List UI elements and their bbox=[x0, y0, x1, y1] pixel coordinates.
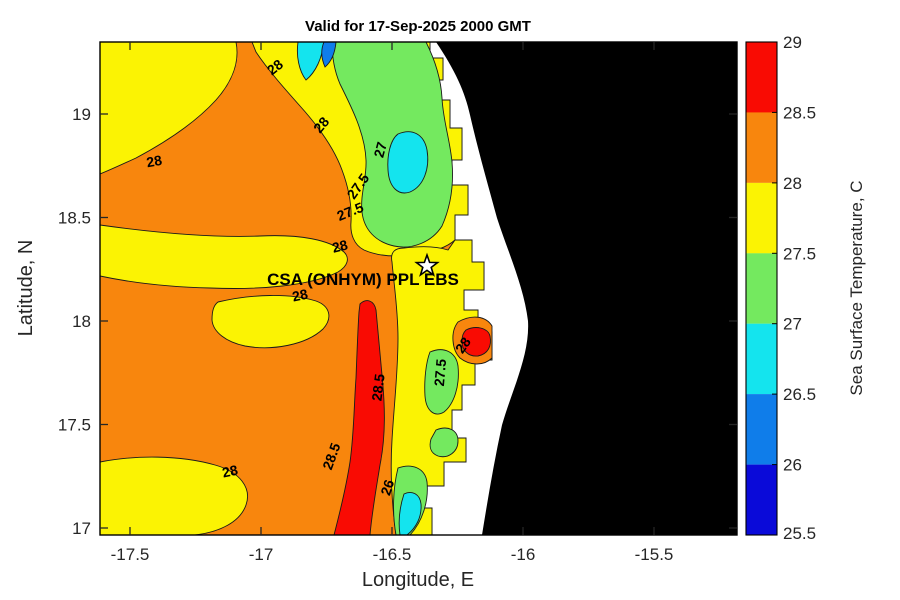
x-tick: -16 bbox=[511, 545, 536, 564]
y-tick: 18 bbox=[72, 312, 91, 331]
plot-frame bbox=[99, 41, 738, 536]
colorbar-band bbox=[746, 253, 777, 324]
sst-band-green-low-coastal bbox=[429, 427, 459, 458]
colorbar-tick: 28 bbox=[783, 174, 802, 193]
contour-label: 26 bbox=[377, 477, 397, 497]
sst-band-cyan-pocket bbox=[387, 131, 429, 194]
sst-band-red-coastal-core bbox=[461, 327, 491, 357]
axis-ticks bbox=[100, 42, 737, 535]
colorbar-border bbox=[745, 41, 778, 536]
colorbar: 29 28.5 28 27.5 27 26.5 26 25.5 Sea Surf… bbox=[745, 33, 866, 543]
colorbar-band bbox=[746, 42, 777, 113]
x-tick: -17 bbox=[249, 545, 274, 564]
sst-band-yellow-topleft bbox=[100, 42, 238, 175]
colorbar-tick: 26 bbox=[783, 456, 802, 475]
y-axis-label: Latitude, N bbox=[15, 240, 37, 337]
colorbar-band bbox=[746, 112, 777, 183]
sst-band-yellow-center-blob bbox=[211, 295, 330, 349]
colorbar-band bbox=[746, 182, 777, 254]
contour-field: 28 28 28 27 27.5 27.5 28 28 28.5 27.5 28… bbox=[100, 42, 737, 535]
colorbar-tick: 27 bbox=[783, 315, 802, 334]
colorbar-tick: 26.5 bbox=[783, 385, 816, 404]
y-tick-labels: 19 18.5 18 17.5 17 bbox=[58, 105, 91, 538]
sst-band-blue-top-sliver bbox=[321, 42, 337, 68]
colorbar-tick: 25.5 bbox=[783, 524, 816, 543]
station-star-icon bbox=[414, 252, 440, 277]
y-tick: 18.5 bbox=[58, 209, 91, 228]
colorbar-band bbox=[746, 394, 777, 465]
x-tick: -15.5 bbox=[635, 545, 674, 564]
plot-title: Valid for 17-Sep-2025 2000 GMT bbox=[305, 18, 531, 35]
y-tick: 17 bbox=[72, 519, 91, 538]
contour-label: 28 bbox=[291, 286, 310, 305]
contour-label: 28 bbox=[145, 152, 163, 170]
colorbar-tick: 29 bbox=[783, 33, 802, 52]
colorbar-tick: 27.5 bbox=[783, 244, 816, 263]
x-tick: -17.5 bbox=[111, 545, 150, 564]
contour-label: 27 bbox=[370, 140, 390, 159]
colorbar-band bbox=[746, 323, 777, 395]
colorbar-tick: 28.5 bbox=[783, 103, 816, 122]
x-tick-labels: -17.5 -17 -16.5 -16 -15.5 bbox=[111, 545, 674, 564]
x-tick: -16.5 bbox=[373, 545, 412, 564]
x-axis-label: Longitude, E bbox=[362, 569, 474, 591]
y-tick: 17.5 bbox=[58, 416, 91, 435]
sst-band-cyan-bottom-pocket bbox=[398, 492, 422, 535]
sst-band-green-mid-coastal bbox=[424, 349, 459, 415]
sst-band-red-central-band bbox=[333, 300, 385, 535]
sst-band-yellow-center-tongue bbox=[100, 224, 348, 289]
contour-label: 28 bbox=[330, 236, 349, 255]
colorbar-axis-label: Sea Surface Temperature, C bbox=[847, 180, 866, 395]
sst-band-yellow-bottomleft bbox=[100, 456, 248, 535]
contour-label: 28 bbox=[221, 462, 240, 481]
contour-label: 27.5 bbox=[431, 358, 449, 387]
contour-label: 28.5 bbox=[368, 373, 387, 402]
station-label: CSA (ONHYM) PPL EBS bbox=[267, 270, 459, 289]
colorbar-band bbox=[746, 464, 777, 535]
y-tick: 19 bbox=[72, 105, 91, 124]
land-mask bbox=[436, 42, 737, 535]
